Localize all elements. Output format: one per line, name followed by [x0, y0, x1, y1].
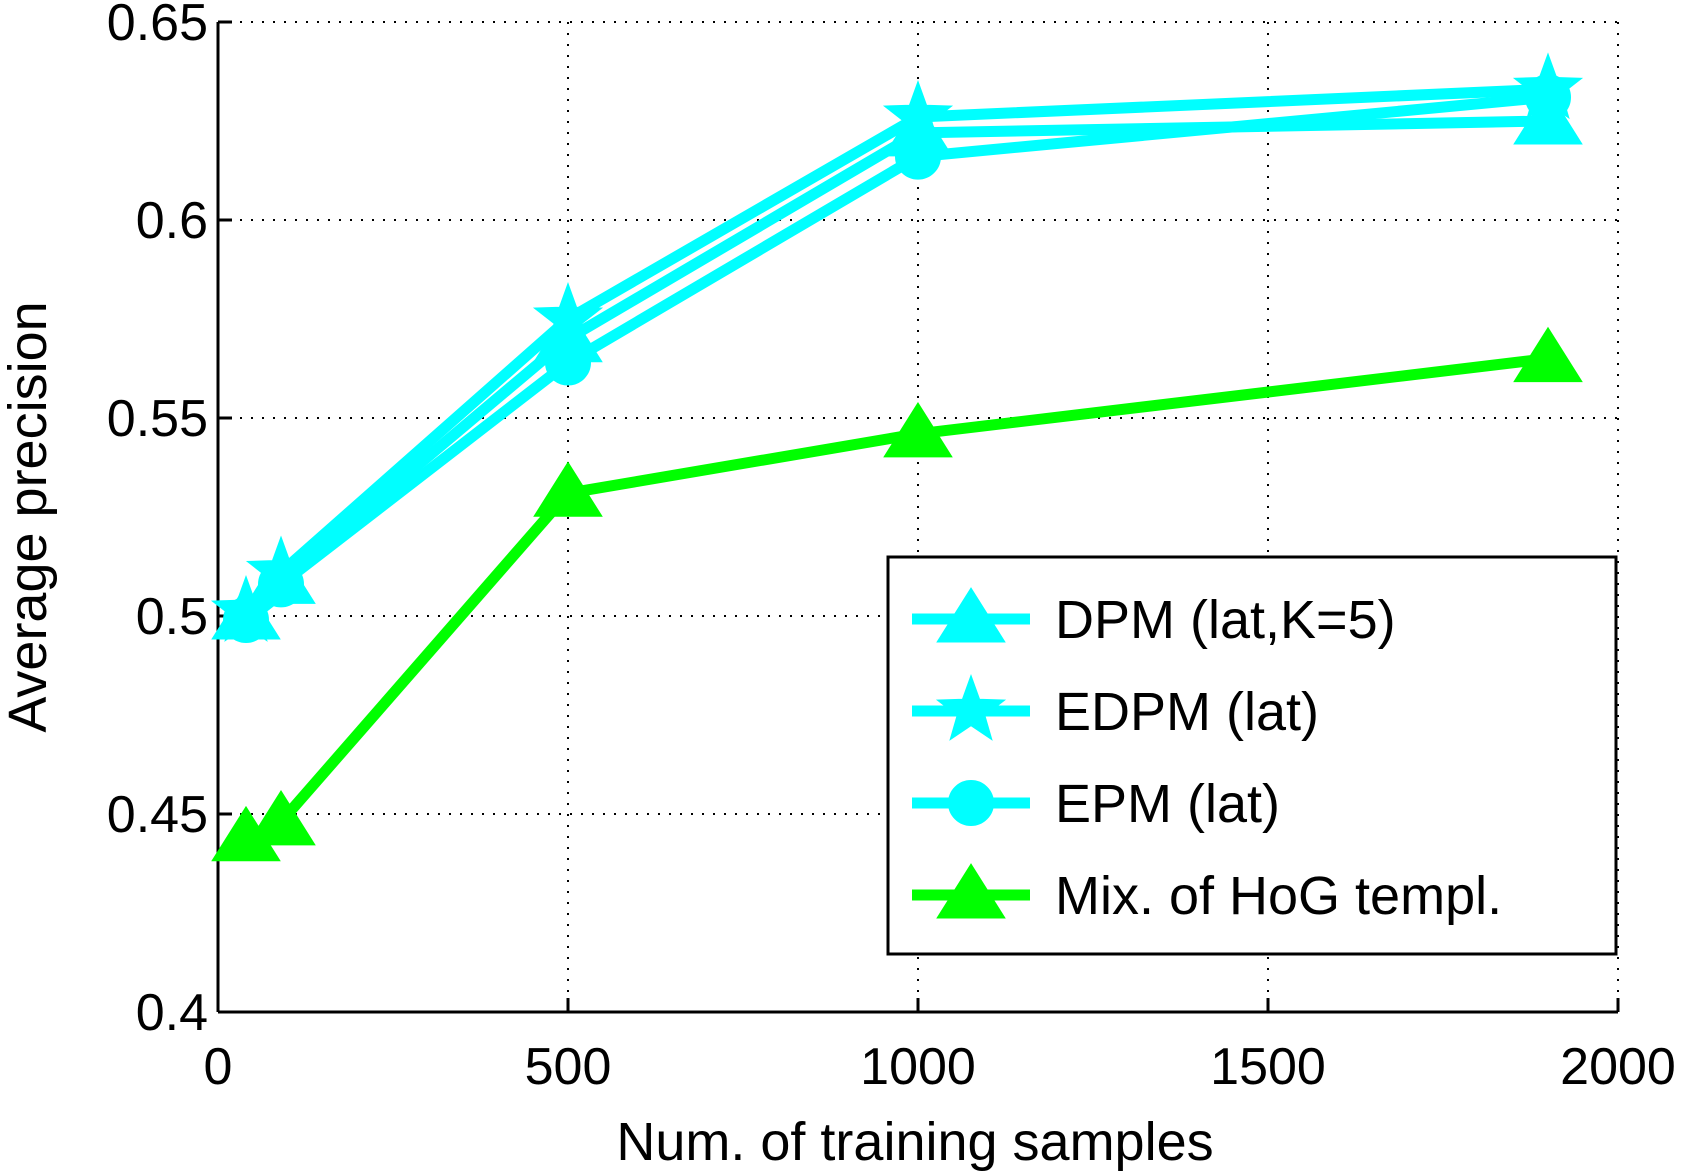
- legend-label: DPM (lat,K=5): [1055, 590, 1396, 650]
- y-tick-label: 0.4: [136, 984, 208, 1042]
- data-point: [532, 282, 604, 349]
- legend-item: Mix. of HoG templ.: [912, 863, 1502, 926]
- series-line: [242, 91, 1549, 624]
- series-3: [211, 326, 1583, 862]
- data-point: [533, 461, 603, 517]
- y-tick-label: 0.6: [136, 192, 208, 250]
- series-2: [223, 74, 1571, 643]
- y-axis-title: Average precision: [0, 301, 58, 732]
- legend-item: DPM (lat,K=5): [912, 587, 1396, 650]
- legend-label: EDPM (lat): [1055, 682, 1319, 742]
- x-tick-label: 2000: [1560, 1038, 1676, 1096]
- legend-item: EDPM (lat): [912, 674, 1319, 742]
- legend-swatch-marker: [936, 863, 1006, 919]
- legend-item: EPM (lat): [912, 774, 1280, 834]
- data-point: [246, 790, 316, 846]
- series-layer: [210, 52, 1584, 862]
- x-tick-label: 1500: [1210, 1038, 1326, 1096]
- y-tick-label: 0.5: [136, 588, 208, 646]
- series-line: [242, 115, 1549, 620]
- x-axis-title: Num. of training samples: [616, 1112, 1213, 1172]
- y-tick-label: 0.55: [107, 390, 208, 448]
- legend-label: Mix. of HoG templ.: [1055, 866, 1502, 926]
- x-tick-label: 500: [525, 1038, 612, 1096]
- legend: DPM (lat,K=5) EDPM (lat) EPM (lat) Mix. of …: [886, 555, 1618, 956]
- legend-label: EPM (lat): [1055, 774, 1280, 834]
- legend-swatch-marker: [936, 587, 1006, 643]
- data-point: [1513, 326, 1583, 383]
- x-tick-label: 1000: [860, 1038, 976, 1096]
- axes: 0 500 1000 1500 2000 0.4 0.45 0.5 0.55 0.6 0.65: [107, 0, 1676, 1096]
- data-point: [258, 561, 304, 608]
- legend-swatch-marker: [935, 674, 1007, 741]
- data-point: [1525, 74, 1571, 121]
- data-point: [882, 80, 954, 147]
- y-tick-label: 0.45: [107, 786, 208, 844]
- data-point: [883, 401, 953, 458]
- legend-swatch-marker: [948, 780, 994, 826]
- x-tick-label: 0: [204, 1038, 233, 1096]
- y-tick-label: 0.65: [107, 0, 208, 52]
- data-point: [545, 339, 591, 386]
- data-point: [895, 133, 941, 180]
- data-point: [223, 596, 269, 643]
